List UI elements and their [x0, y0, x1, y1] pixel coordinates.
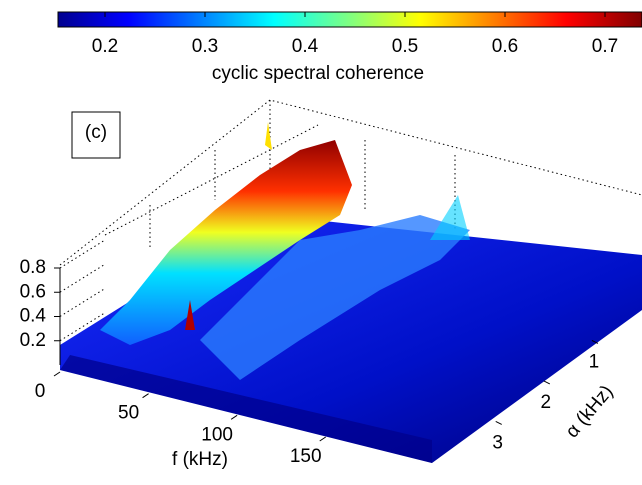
colorbar [57, 11, 642, 28]
x-axis-label: f (kHz) [172, 449, 228, 470]
y-tick-label: 2 [541, 392, 552, 413]
y-tick [591, 340, 599, 344]
annotation-box [71, 111, 121, 159]
x-tick-label: 150 [290, 446, 322, 467]
colorbar-tick-label: 0.6 [492, 36, 518, 57]
y-axis-label: α (kHz) [562, 381, 618, 442]
grid-line [59, 288, 106, 317]
z-tick-label: 0.2 [20, 330, 46, 351]
z-tick-label: 0.6 [20, 281, 46, 302]
x-tick-label: 50 [118, 403, 139, 424]
annotation: (c) [85, 122, 107, 143]
surface [60, 122, 642, 463]
x-tick [319, 436, 326, 442]
x-tick-label: 100 [201, 424, 233, 445]
y-tick-label: 1 [589, 351, 600, 372]
x-tick [230, 414, 238, 420]
grid-line [59, 263, 106, 293]
grid-line [59, 239, 106, 269]
colorbar-label: cyclic spectral coherence [212, 63, 424, 84]
z-tick-label: 0.4 [20, 306, 47, 327]
y-tick-label: 3 [492, 432, 503, 453]
colorbar-tick-label: 0.2 [92, 36, 118, 57]
colorbar-tick-label: 0.5 [392, 36, 418, 57]
y-tick [543, 380, 551, 385]
colorbar-tick-label: 0.7 [592, 36, 618, 57]
x-tick [53, 371, 61, 377]
y-tick [495, 420, 502, 425]
x-tick-label: 0 [35, 381, 46, 402]
colorbar-tick-label: 0.3 [192, 36, 218, 57]
z-tick-label: 0.8 [20, 257, 46, 278]
x-tick [142, 393, 149, 399]
colorbar-tick-label: 0.4 [292, 36, 319, 57]
